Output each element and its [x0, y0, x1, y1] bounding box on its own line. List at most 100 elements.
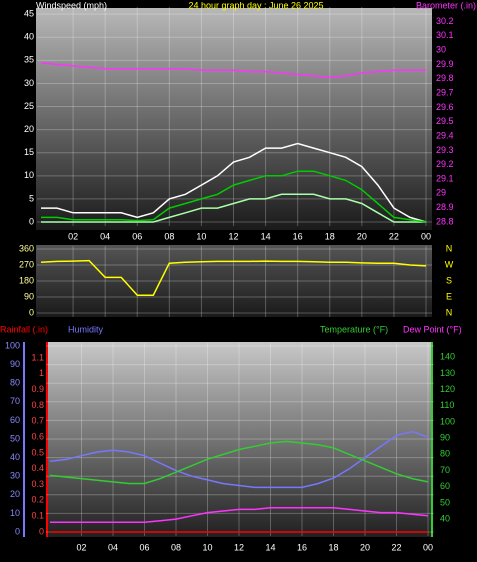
barometer-axis-title: Barometer (.in) — [416, 0, 476, 10]
y-tick-label: 10 — [24, 170, 34, 180]
y2-tick-label: 29.2 — [436, 159, 454, 169]
y2-tick-label: S — [446, 275, 452, 285]
x-tick-label: 22 — [389, 231, 399, 241]
x-tick-label: 06 — [139, 542, 149, 552]
x-tick-label: 20 — [357, 231, 367, 241]
series-line — [40, 259, 427, 296]
y2-tick-label: 29.8 — [436, 73, 454, 83]
series-line — [49, 430, 429, 489]
panel-temperature — [46, 342, 432, 537]
y2-tick-label: 120 — [440, 384, 455, 394]
y2-tick-label: 60 — [440, 481, 450, 491]
y2-tick-label: 90 — [440, 433, 450, 443]
y2-tick-label: 130 — [440, 368, 455, 378]
y-tick-label: 30 — [24, 78, 34, 88]
y2-tick-label: 28.9 — [436, 202, 454, 212]
x-tick-label: 14 — [261, 231, 271, 241]
y2-tick-label: 100 — [440, 416, 455, 426]
series-line — [41, 142, 427, 223]
y2-tick-label: 30.2 — [436, 16, 454, 26]
y3-tick-label: 0.2 — [31, 495, 44, 505]
x-tick-label: 20 — [360, 542, 370, 552]
y-tick-label: 30 — [10, 471, 20, 481]
y2-tick-label: W — [445, 259, 454, 269]
y3-tick-label: 0.8 — [31, 400, 44, 410]
chart-title: 24 hour graph day : June 26 2025 — [188, 0, 323, 10]
y2-tick-label: 40 — [440, 513, 450, 523]
y2-tick-label: 50 — [440, 497, 450, 507]
y-tick-label: 5 — [29, 193, 34, 203]
x-tick-label: 08 — [171, 542, 181, 552]
y-tick-label: 20 — [24, 124, 34, 134]
x-tick-label: 10 — [196, 231, 206, 241]
y-tick-label: 180 — [19, 275, 34, 285]
y3-tick-label: 1 — [39, 368, 44, 378]
panel-direction — [36, 245, 432, 317]
y2-tick-label: E — [446, 291, 452, 301]
x-tick-label: 18 — [325, 231, 335, 241]
x-tick-label: 04 — [108, 542, 118, 552]
y3-tick-label: 0.7 — [31, 416, 44, 426]
y-tick-label: 90 — [24, 291, 34, 301]
y2-tick-label: 29.6 — [436, 102, 454, 112]
x-tick-label: 06 — [132, 231, 142, 241]
x-tick-label: 14 — [265, 542, 275, 552]
y2-tick-label: 70 — [440, 465, 450, 475]
y3-tick-label: 0 — [39, 526, 44, 536]
y2-tick-label: 30.1 — [436, 30, 454, 40]
y3-tick-label: 0.9 — [31, 384, 44, 394]
y2-tick-label: 110 — [440, 400, 454, 410]
wind-axis-title: Windspeed (mph) — [36, 0, 107, 10]
y-tick-label: 35 — [24, 55, 34, 65]
y-tick-label: 15 — [24, 147, 34, 157]
y2-tick-label: 80 — [440, 449, 450, 459]
x-tick-label: 04 — [100, 231, 110, 241]
series-line — [40, 62, 426, 79]
y-tick-label: 25 — [24, 101, 34, 111]
x-tick-label: 00 — [421, 231, 431, 241]
y2-tick-label: 140 — [440, 352, 455, 362]
y2-tick-label: 28.8 — [436, 216, 454, 226]
y2-tick-label: 29 — [436, 188, 446, 198]
x-tick-label: 10 — [202, 542, 212, 552]
y3-tick-label: 0.5 — [31, 447, 44, 457]
y-tick-label: 80 — [10, 378, 20, 388]
series-line — [41, 170, 427, 223]
y-tick-label: 40 — [10, 452, 20, 462]
y-tick-label: 70 — [10, 396, 20, 406]
series-label: Temperature (°F) — [320, 324, 388, 334]
series-line — [49, 440, 429, 485]
x-tick-label: 16 — [293, 231, 303, 241]
y3-tick-label: 0.1 — [31, 511, 44, 521]
series-label: Rainfall (.in) — [0, 324, 48, 334]
y-tick-label: 100 — [5, 340, 20, 350]
y-tick-label: 0 — [15, 526, 20, 536]
y2-tick-label: 29.4 — [436, 130, 454, 140]
series-label: Humidity — [68, 324, 104, 334]
y-tick-label: 360 — [19, 243, 34, 253]
series-line — [50, 506, 429, 524]
x-tick-label: 02 — [76, 542, 86, 552]
y2-tick-label: 29.3 — [436, 145, 454, 155]
y2-tick-label: 29.5 — [436, 116, 454, 126]
y2-tick-label: N — [446, 307, 453, 317]
y-tick-label: 0 — [29, 307, 34, 317]
y2-tick-label: 29.1 — [436, 173, 454, 183]
x-tick-label: 22 — [391, 542, 401, 552]
series-label: Dew Point (°F) — [403, 324, 462, 334]
y2-tick-label: 30 — [436, 44, 446, 54]
x-tick-label: 00 — [423, 542, 433, 552]
y-tick-label: 270 — [19, 259, 34, 269]
y3-tick-label: 0.3 — [31, 479, 44, 489]
y-tick-label: 45 — [24, 9, 34, 19]
x-tick-label: 12 — [234, 542, 244, 552]
y-tick-label: 10 — [10, 508, 20, 518]
y-tick-label: 20 — [10, 489, 20, 499]
y2-tick-label: 29.7 — [436, 87, 454, 97]
y2-tick-label: N — [446, 243, 453, 253]
y3-tick-label: 1.1 — [31, 352, 44, 362]
y-tick-label: 0 — [29, 216, 34, 226]
x-tick-label: 12 — [228, 231, 238, 241]
y-tick-label: 40 — [24, 32, 34, 42]
